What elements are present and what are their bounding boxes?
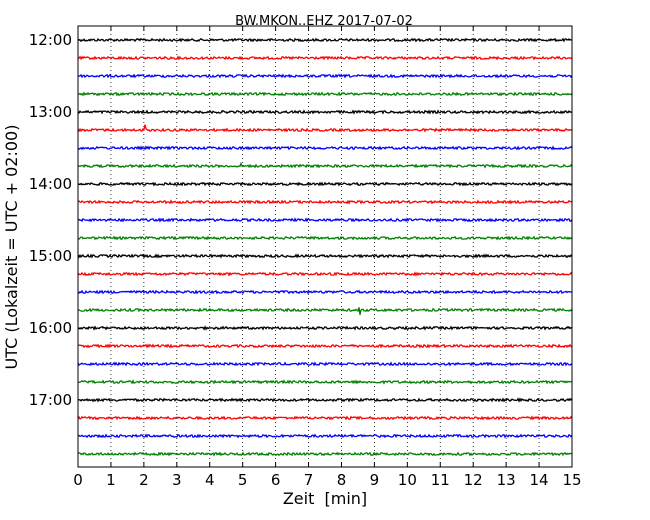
seismic-trace (77, 217, 573, 223)
x-tick-label: 3 (172, 471, 182, 489)
x-tick-label: 13 (497, 471, 516, 489)
seismic-trace (77, 55, 573, 61)
seismic-trace (77, 307, 573, 315)
grid-lines (78, 26, 572, 467)
seismic-trace (77, 451, 573, 457)
seismic-trace (77, 161, 573, 169)
seismic-trace (77, 91, 573, 97)
seismic-trace (77, 325, 573, 331)
seismic-trace (77, 199, 573, 205)
seismic-trace (77, 181, 573, 187)
seismic-trace (77, 271, 573, 277)
seismic-trace (77, 37, 573, 43)
seismic-trace (77, 124, 573, 133)
x-tick-label: 2 (139, 471, 149, 489)
x-tick-label: 11 (431, 471, 450, 489)
x-tick-label: 6 (271, 471, 281, 489)
x-tick-label: 8 (337, 471, 347, 489)
seismic-trace (77, 343, 573, 349)
y-tick-label: 12:00 (29, 31, 72, 49)
seismic-trace (77, 109, 573, 115)
x-tick-label: 7 (304, 471, 314, 489)
x-tick-label: 15 (562, 471, 581, 489)
seismic-trace (77, 361, 573, 367)
y-tick-label: 15:00 (29, 247, 72, 265)
seismic-trace (77, 289, 573, 295)
traces (77, 37, 573, 457)
x-axis-label: Zeit [min] (283, 489, 367, 508)
seismic-trace (77, 379, 573, 385)
x-tick-label: 9 (370, 471, 380, 489)
seismic-trace (77, 415, 573, 421)
x-tick-label: 1 (106, 471, 116, 489)
seismic-trace (77, 145, 573, 151)
plot-frame (77, 25, 573, 468)
x-tick-label: 10 (398, 471, 417, 489)
y-tick-label: 13:00 (29, 103, 72, 121)
seismic-trace (77, 235, 573, 241)
y-tick-label: 17:00 (29, 391, 72, 409)
y-tick-label: 16:00 (29, 319, 72, 337)
axis-ticks: 0 1 2 3 4 5 6 7 8 9 10 11 12 13 14 1512:0013:0014:0015:… (29, 26, 582, 489)
x-tick-label: 4 (205, 471, 215, 489)
x-tick-label: 0 (73, 471, 83, 489)
x-tick-label: 12 (464, 471, 483, 489)
x-tick-label: 5 (238, 471, 248, 489)
seismic-trace (77, 433, 573, 439)
y-tick-label: 14:00 (29, 175, 72, 193)
seismic-trace (77, 397, 573, 403)
seismic-trace (77, 253, 573, 259)
y-axis-label: UTC (Lokalzeit = UTC + 02:00) (2, 125, 21, 370)
seismic-trace (77, 73, 573, 79)
x-tick-label: 14 (530, 471, 549, 489)
chart-title: BW.MKON..EHZ 2017-07-02 (235, 14, 413, 29)
